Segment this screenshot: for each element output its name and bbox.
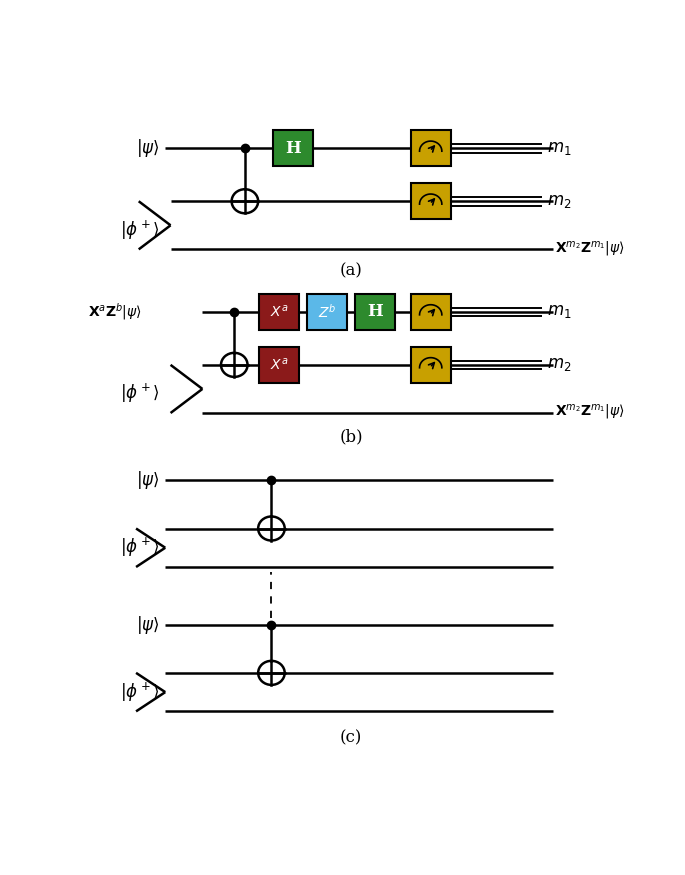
Text: $|\psi\rangle$: $|\psi\rangle$ — [136, 469, 160, 492]
FancyBboxPatch shape — [411, 294, 451, 330]
FancyBboxPatch shape — [308, 294, 347, 330]
Text: $|\phi^+\rangle$: $|\phi^+\rangle$ — [120, 681, 160, 704]
FancyBboxPatch shape — [411, 346, 451, 383]
FancyBboxPatch shape — [355, 294, 395, 330]
FancyBboxPatch shape — [411, 130, 451, 166]
Text: $X^a$: $X^a$ — [270, 357, 288, 373]
Text: $|\psi\rangle$: $|\psi\rangle$ — [136, 613, 160, 636]
Text: $m_2$: $m_2$ — [547, 192, 572, 210]
Text: $|\phi^+\rangle$: $|\phi^+\rangle$ — [120, 536, 160, 559]
Text: $|\phi^+\rangle$: $|\phi^+\rangle$ — [120, 382, 160, 405]
Text: H: H — [367, 304, 383, 320]
Text: (a): (a) — [340, 262, 362, 279]
Text: $m_1$: $m_1$ — [547, 140, 572, 157]
Text: (c): (c) — [340, 730, 362, 746]
FancyBboxPatch shape — [411, 183, 451, 220]
FancyBboxPatch shape — [260, 294, 299, 330]
Text: $|\psi\rangle$: $|\psi\rangle$ — [136, 137, 160, 159]
Text: $m_1$: $m_1$ — [547, 304, 572, 320]
Text: $X^a$: $X^a$ — [270, 304, 288, 320]
Text: $\mathbf{X}^a\mathbf{Z}^b|\psi\rangle$: $\mathbf{X}^a\mathbf{Z}^b|\psi\rangle$ — [88, 302, 142, 322]
Text: $\mathbf{X}^{m_2}\mathbf{Z}^{m_1}|\psi\rangle$: $\mathbf{X}^{m_2}\mathbf{Z}^{m_1}|\psi\r… — [556, 403, 625, 423]
FancyBboxPatch shape — [273, 130, 312, 166]
FancyBboxPatch shape — [260, 346, 299, 383]
Text: $m_2$: $m_2$ — [547, 356, 572, 374]
Text: H: H — [285, 140, 301, 157]
Text: $Z^b$: $Z^b$ — [318, 303, 336, 321]
Text: $\mathbf{X}^{m_2}\mathbf{Z}^{m_1}|\psi\rangle$: $\mathbf{X}^{m_2}\mathbf{Z}^{m_1}|\psi\r… — [556, 240, 625, 259]
Text: $|\phi^+\rangle$: $|\phi^+\rangle$ — [120, 219, 160, 242]
Text: (b): (b) — [339, 429, 363, 445]
